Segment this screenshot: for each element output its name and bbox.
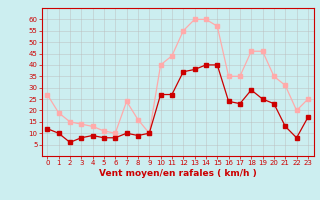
X-axis label: Vent moyen/en rafales ( km/h ): Vent moyen/en rafales ( km/h ) xyxy=(99,169,256,178)
